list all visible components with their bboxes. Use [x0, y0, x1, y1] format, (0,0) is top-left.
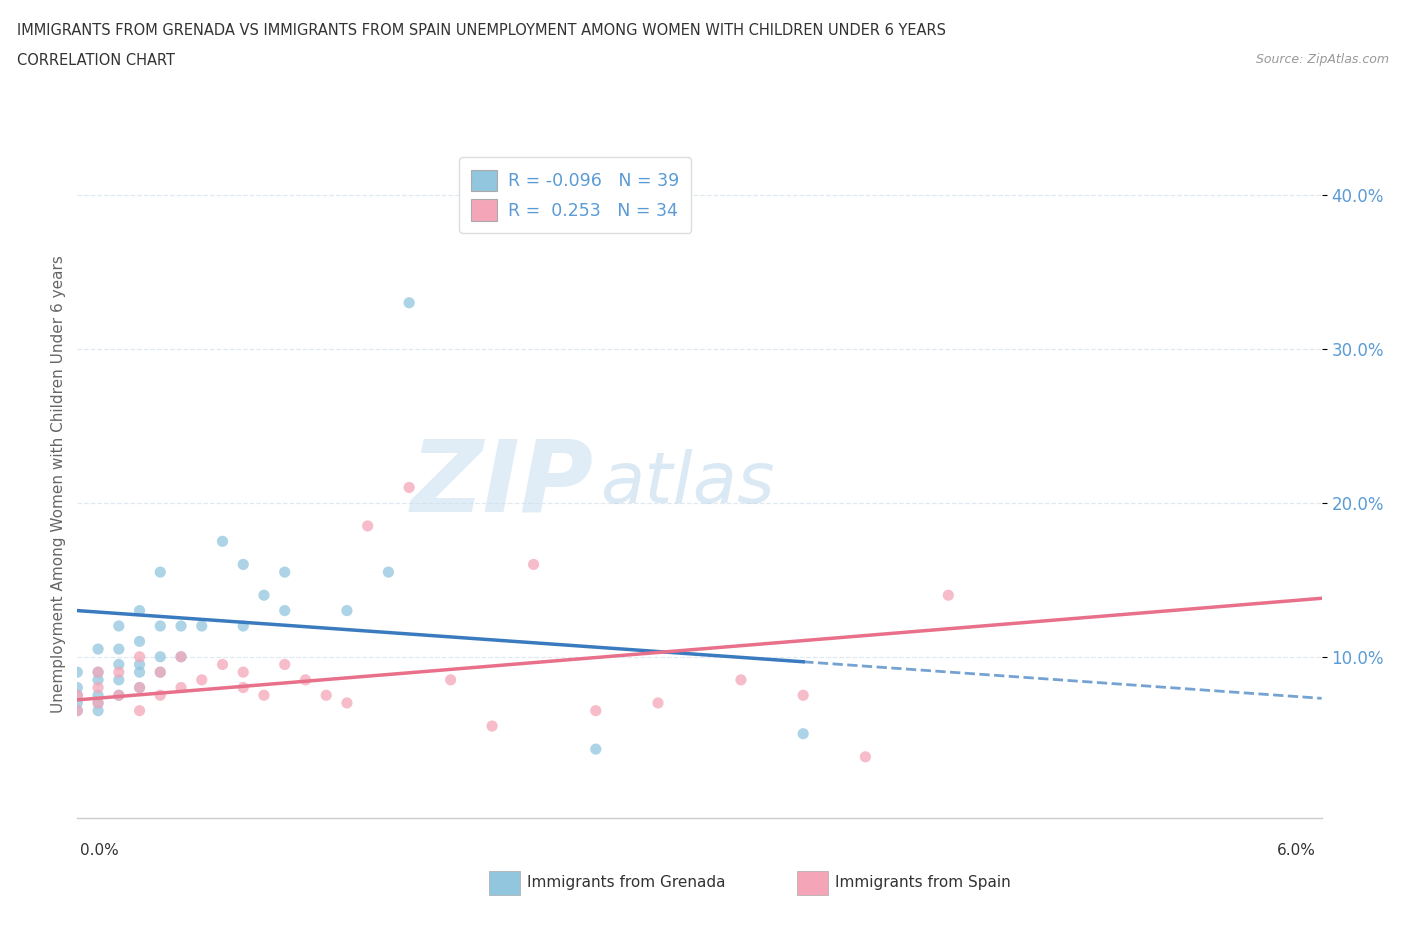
Point: [149, 688, 172, 703]
Point: [66, 688, 89, 703]
Point: [108, 688, 131, 703]
Point: [253, 688, 276, 703]
Point: [108, 672, 131, 687]
Point: [87, 642, 110, 657]
Point: [232, 618, 254, 633]
Point: [149, 565, 172, 579]
Point: [66, 665, 89, 680]
Point: [149, 618, 172, 633]
Point: [274, 657, 297, 671]
Point: [87, 680, 110, 695]
Text: Immigrants from Grenada: Immigrants from Grenada: [527, 875, 725, 890]
Point: [66, 688, 89, 703]
Text: ZIP: ZIP: [411, 435, 593, 532]
Point: [149, 665, 172, 680]
Point: [87, 688, 110, 703]
Point: [108, 657, 131, 671]
Point: [792, 688, 814, 703]
Point: [108, 642, 131, 657]
Point: [938, 588, 960, 603]
Text: Source: ZipAtlas.com: Source: ZipAtlas.com: [1256, 53, 1389, 66]
Point: [792, 726, 814, 741]
Point: [211, 657, 233, 671]
Point: [108, 665, 131, 680]
Point: [357, 519, 380, 534]
Point: [149, 665, 172, 680]
Point: [315, 688, 337, 703]
Point: [730, 672, 752, 687]
Point: [87, 703, 110, 718]
Point: [377, 565, 399, 579]
Point: [253, 588, 276, 603]
Point: [66, 696, 89, 711]
Point: [585, 703, 607, 718]
Point: [336, 696, 359, 711]
Point: [66, 703, 89, 718]
Point: [232, 680, 254, 695]
Point: [128, 657, 150, 671]
Text: CORRELATION CHART: CORRELATION CHART: [17, 53, 174, 68]
Point: [66, 680, 89, 695]
Point: [108, 618, 131, 633]
Point: [128, 634, 150, 649]
Point: [87, 696, 110, 711]
Point: [87, 672, 110, 687]
Point: [523, 557, 546, 572]
Point: [66, 703, 89, 718]
Point: [294, 672, 316, 687]
Point: [211, 534, 233, 549]
Point: [398, 480, 420, 495]
Y-axis label: Unemployment Among Women with Children Under 6 years: Unemployment Among Women with Children U…: [51, 255, 66, 712]
Point: [855, 750, 877, 764]
Point: [170, 649, 193, 664]
Point: [170, 618, 193, 633]
Point: [191, 672, 214, 687]
Legend: R = -0.096   N = 39, R =  0.253   N = 34: R = -0.096 N = 39, R = 0.253 N = 34: [458, 157, 692, 232]
Point: [87, 665, 110, 680]
Point: [398, 296, 420, 311]
Point: [128, 665, 150, 680]
Text: 0.0%: 0.0%: [80, 844, 120, 858]
Point: [481, 719, 503, 734]
Point: [274, 565, 297, 579]
Point: [336, 604, 359, 618]
Point: [274, 604, 297, 618]
Point: [128, 680, 150, 695]
Point: [585, 742, 607, 757]
Point: [232, 665, 254, 680]
Point: [128, 680, 150, 695]
Point: [149, 649, 172, 664]
Point: [232, 557, 254, 572]
Point: [647, 696, 669, 711]
Point: [170, 649, 193, 664]
Point: [128, 649, 150, 664]
Text: atlas: atlas: [600, 449, 775, 518]
Point: [191, 618, 214, 633]
Point: [87, 665, 110, 680]
Text: IMMIGRANTS FROM GRENADA VS IMMIGRANTS FROM SPAIN UNEMPLOYMENT AMONG WOMEN WITH C: IMMIGRANTS FROM GRENADA VS IMMIGRANTS FR…: [17, 23, 946, 38]
Point: [87, 696, 110, 711]
Point: [170, 680, 193, 695]
Text: Immigrants from Spain: Immigrants from Spain: [835, 875, 1011, 890]
Text: 6.0%: 6.0%: [1277, 844, 1316, 858]
Point: [128, 703, 150, 718]
Point: [108, 688, 131, 703]
Point: [440, 672, 463, 687]
Point: [128, 604, 150, 618]
